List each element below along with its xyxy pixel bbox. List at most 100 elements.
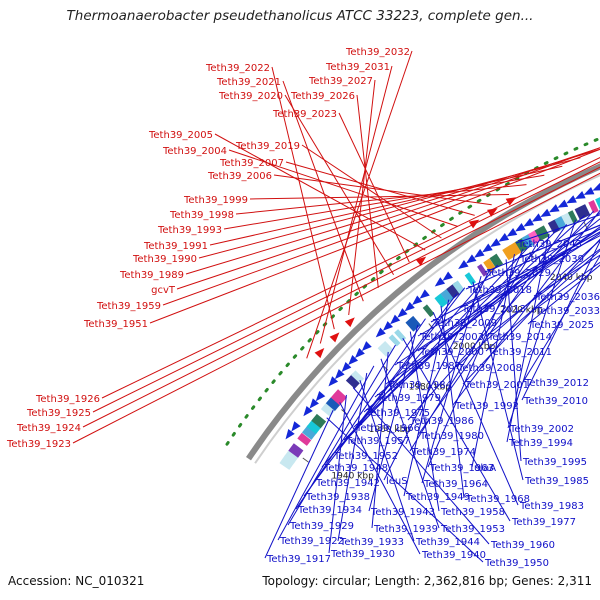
reverse-gene-label[interactable]: Teth39_2018 — [467, 285, 532, 296]
feature-segment — [297, 432, 312, 446]
reverse-gene-label[interactable]: Teth39_1964 — [423, 479, 488, 490]
reverse-gene-label[interactable]: Teth39_1933 — [339, 537, 404, 548]
reverse-gene-label[interactable]: Teth39_1957 — [345, 436, 410, 447]
reverse-gene-label[interactable]: Teth39_1987 — [396, 361, 461, 372]
reverse-gene-arrow — [375, 327, 386, 338]
feature-segment — [311, 413, 327, 429]
reverse-gene-label[interactable]: Teth39_1958 — [440, 507, 505, 518]
reverse-gene-label[interactable]: Teth39_1952 — [333, 451, 398, 462]
forward-gene-label[interactable]: Teth39_2019 — [235, 141, 300, 152]
reverse-gene-label[interactable]: Teth39_1939 — [373, 524, 438, 535]
reverse-gene-label[interactable]: Teth39_1953 — [440, 524, 505, 535]
reverse-gene-leader — [505, 259, 522, 462]
reverse-gene-label[interactable]: Teth39_1917 — [266, 554, 331, 565]
reverse-gene-label[interactable]: Teth39_1943 — [370, 507, 435, 518]
genome-rings — [225, 136, 600, 464]
reverse-gene-label[interactable]: Teth39_1940 — [421, 550, 486, 561]
reverse-gene-label[interactable]: Teth39_2008 — [457, 363, 522, 374]
reverse-gene-arrow — [328, 376, 339, 387]
forward-gene-label[interactable]: Teth39_2022 — [205, 63, 270, 74]
forward-gene-label[interactable]: Teth39_2026 — [290, 91, 355, 102]
reverse-gene-label[interactable]: Teth39_2009 — [432, 318, 497, 329]
reverse-gene-label[interactable]: ulaA — [474, 463, 496, 474]
reverse-gene-label[interactable]: Teth39_1977 — [511, 517, 576, 528]
reverse-gene-label[interactable]: Teth39_1995 — [522, 457, 587, 468]
feature-segment — [377, 340, 394, 357]
forward-gene-label[interactable]: Teth39_2021 — [216, 77, 281, 88]
reverse-gene-label[interactable]: Teth39_2001 — [464, 380, 529, 391]
reverse-gene-leader — [402, 338, 511, 522]
forward-gene-label[interactable]: Teth39_2007 — [219, 158, 284, 169]
reverse-gene-arrow — [540, 208, 552, 217]
forward-gene-label[interactable]: Teth39_2005 — [148, 130, 213, 141]
forward-gene-label[interactable]: Teth39_2006 — [207, 171, 272, 182]
reverse-gene-label[interactable]: Teth39_1960 — [490, 540, 555, 551]
feature-segment — [588, 200, 599, 214]
reverse-gene-label[interactable]: Teth39_2012 — [524, 378, 589, 389]
reverse-gene-label[interactable]: Teth39_1950 — [484, 558, 549, 569]
reverse-gene-label[interactable]: Teth39_1934 — [297, 505, 362, 516]
forward-gene-label[interactable]: gcvT — [151, 285, 176, 296]
reverse-gene-label[interactable]: Teth39_2010 — [523, 396, 588, 407]
reverse-gene-label[interactable]: Teth39_1938 — [305, 492, 370, 503]
forward-gene-label[interactable]: Teth39_1923 — [6, 439, 71, 450]
forward-gene-label[interactable]: Teth39_2023 — [272, 109, 337, 120]
reverse-gene-leader — [452, 209, 600, 406]
reverse-gene-label[interactable]: Teth39_1966 — [355, 423, 420, 434]
reverse-gene-label[interactable]: Teth39_1994 — [508, 438, 573, 449]
reverse-gene-arrow — [548, 204, 560, 213]
feature-segment — [434, 293, 448, 308]
reverse-gene-label[interactable]: Teth39_2036 — [535, 292, 600, 303]
forward-gene-label[interactable]: Teth39_1991 — [143, 241, 208, 252]
reverse-gene-arrow — [506, 227, 518, 237]
reverse-gene-label[interactable]: Teth39_1922 — [279, 536, 344, 547]
forward-gene-label[interactable]: Teth39_1959 — [96, 301, 161, 312]
forward-gene-label[interactable]: Teth39_1989 — [119, 270, 184, 281]
reverse-gene-label[interactable]: Teth39_2025 — [529, 320, 594, 331]
reverse-gene-leader — [352, 387, 490, 545]
forward-gene-label[interactable]: Teth39_1926 — [35, 394, 100, 405]
reverse-gene-label[interactable]: Teth39_2002 — [509, 424, 574, 435]
forward-gene-labels: Teth39_2032 Teth39_2031 Teth39_2022 Teth39_… — [6, 47, 600, 450]
reverse-gene-label[interactable]: Teth39_1984 — [387, 380, 452, 391]
reverse-gene-arrow — [434, 277, 446, 287]
reverse-gene-label[interactable]: Teth39_1963 — [429, 463, 494, 474]
forward-gene-label[interactable]: Teth39_1998 — [169, 210, 234, 221]
reverse-gene-label[interactable]: Teth39_1980 — [419, 431, 484, 442]
reverse-gene-label[interactable]: Teth39_1992 — [454, 401, 519, 412]
forward-gene-label[interactable]: Teth39_1990 — [132, 254, 197, 265]
reverse-gene-label[interactable]: Teth39_1983 — [519, 501, 584, 512]
forward-gene-label[interactable]: Teth39_1999 — [183, 195, 248, 206]
forward-gene-label[interactable]: Teth39_1925 — [26, 408, 91, 419]
forward-gene-label[interactable]: Teth39_2032 — [345, 47, 410, 58]
reverse-gene-label[interactable]: Teth39_1948 — [323, 463, 388, 474]
reverse-gene-label[interactable]: Teth39_2011 — [487, 347, 552, 358]
reverse-gene-label[interactable]: Teth39_1974 — [411, 447, 476, 458]
reverse-gene-label[interactable]: Teth39_1979 — [376, 393, 441, 404]
reverse-gene-label[interactable]: leuS — [386, 476, 408, 487]
reverse-gene-label[interactable]: Teth39_1930 — [330, 549, 395, 560]
reverse-gene-label[interactable]: Teth39_1975 — [365, 408, 430, 419]
reverse-gene-label[interactable]: Teth39_1986 — [409, 416, 474, 427]
reverse-gene-label[interactable]: Teth39_2043 — [517, 239, 582, 250]
forward-gene-label[interactable]: Teth39_2004 — [162, 146, 227, 157]
reverse-gene-label[interactable]: Teth39_2033 — [535, 306, 600, 317]
reverse-gene-label[interactable]: Teth39_1944 — [415, 537, 480, 548]
forward-gene-label[interactable]: Teth39_2020 — [218, 91, 283, 102]
forward-gene-label[interactable]: Teth39_2031 — [325, 62, 390, 73]
forward-gene-label[interactable]: Teth39_1951 — [83, 319, 148, 330]
reverse-gene-label[interactable]: Teth39_1985 — [524, 476, 589, 487]
feature-segment — [394, 329, 407, 342]
reverse-gene-arrow — [404, 301, 415, 312]
forward-gene-label[interactable]: Teth39_1993 — [157, 225, 222, 236]
forward-gene-label[interactable]: Teth39_1924 — [16, 423, 81, 434]
reverse-gene-label[interactable]: Teth39_1949 — [405, 492, 470, 503]
feature-segment — [547, 219, 561, 234]
reverse-gene-arrow — [482, 243, 493, 253]
reverse-gene-label[interactable]: Teth39_1929 — [289, 521, 354, 532]
reverse-gene-label[interactable]: Teth39_2013 — [461, 304, 526, 315]
reverse-gene-label[interactable]: Teth39_2014 — [487, 332, 552, 343]
reverse-gene-label[interactable]: Teth39_2000 — [419, 347, 484, 358]
forward-gene-label[interactable]: Teth39_2027 — [308, 76, 373, 87]
